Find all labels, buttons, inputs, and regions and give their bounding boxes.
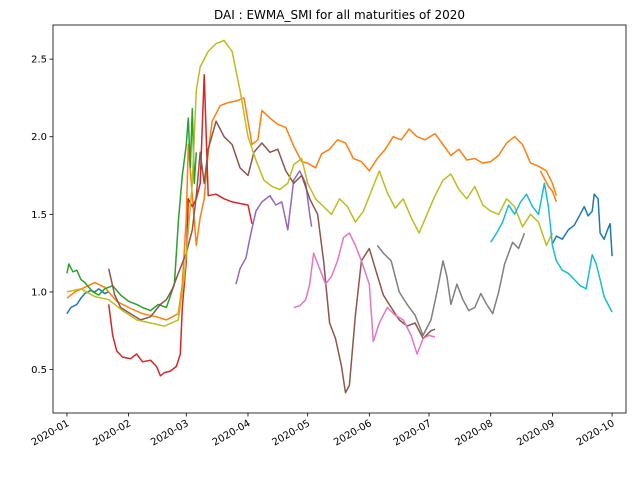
y-tick-label: 2.0 — [31, 132, 47, 143]
x-tick-label: 2020-02 — [91, 418, 133, 448]
series-line-5 — [66, 108, 198, 312]
series-line-8 — [107, 120, 436, 394]
x-tick-label: 2020-06 — [332, 418, 374, 448]
y-tick-label: 2.5 — [31, 55, 47, 66]
x-tick-label: 2020-08 — [454, 418, 496, 448]
series-line-2 — [551, 193, 613, 257]
x-tick-label: 2020-03 — [149, 418, 191, 448]
series-line-11 — [66, 39, 554, 327]
series-line-9 — [293, 232, 436, 355]
series-line-10 — [376, 232, 526, 337]
series-line-4 — [539, 170, 558, 203]
x-tick-label: 2020-04 — [211, 418, 253, 448]
x-tick-label: 2020-01 — [30, 418, 72, 448]
plot-frame — [52, 24, 627, 414]
x-tick-label: 2020-07 — [392, 418, 434, 448]
series-line-3 — [66, 97, 558, 321]
y-tick-label: 1.5 — [31, 210, 47, 221]
y-tick-label: 0.5 — [31, 365, 47, 376]
x-tick-label: 2020-09 — [515, 418, 557, 448]
series-layer — [66, 39, 613, 394]
chart-title: DAI : EWMA_SMI for all maturities of 202… — [214, 8, 465, 22]
x-tick-label: 2020-05 — [271, 418, 313, 448]
y-tick-label: 1.0 — [31, 287, 47, 298]
series-line-1 — [66, 288, 109, 315]
series-line-12 — [490, 182, 613, 313]
series-line-6 — [107, 73, 253, 377]
axes-layer: 2020-01 2020-02 2020-03 2020-04 2020-05 2020-… — [30, 24, 627, 448]
x-tick-label: 2020-10 — [575, 418, 617, 448]
